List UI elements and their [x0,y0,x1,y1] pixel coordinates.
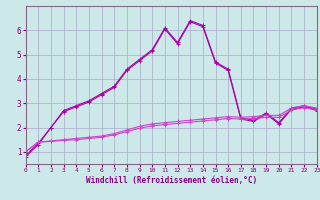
X-axis label: Windchill (Refroidissement éolien,°C): Windchill (Refroidissement éolien,°C) [86,176,257,185]
